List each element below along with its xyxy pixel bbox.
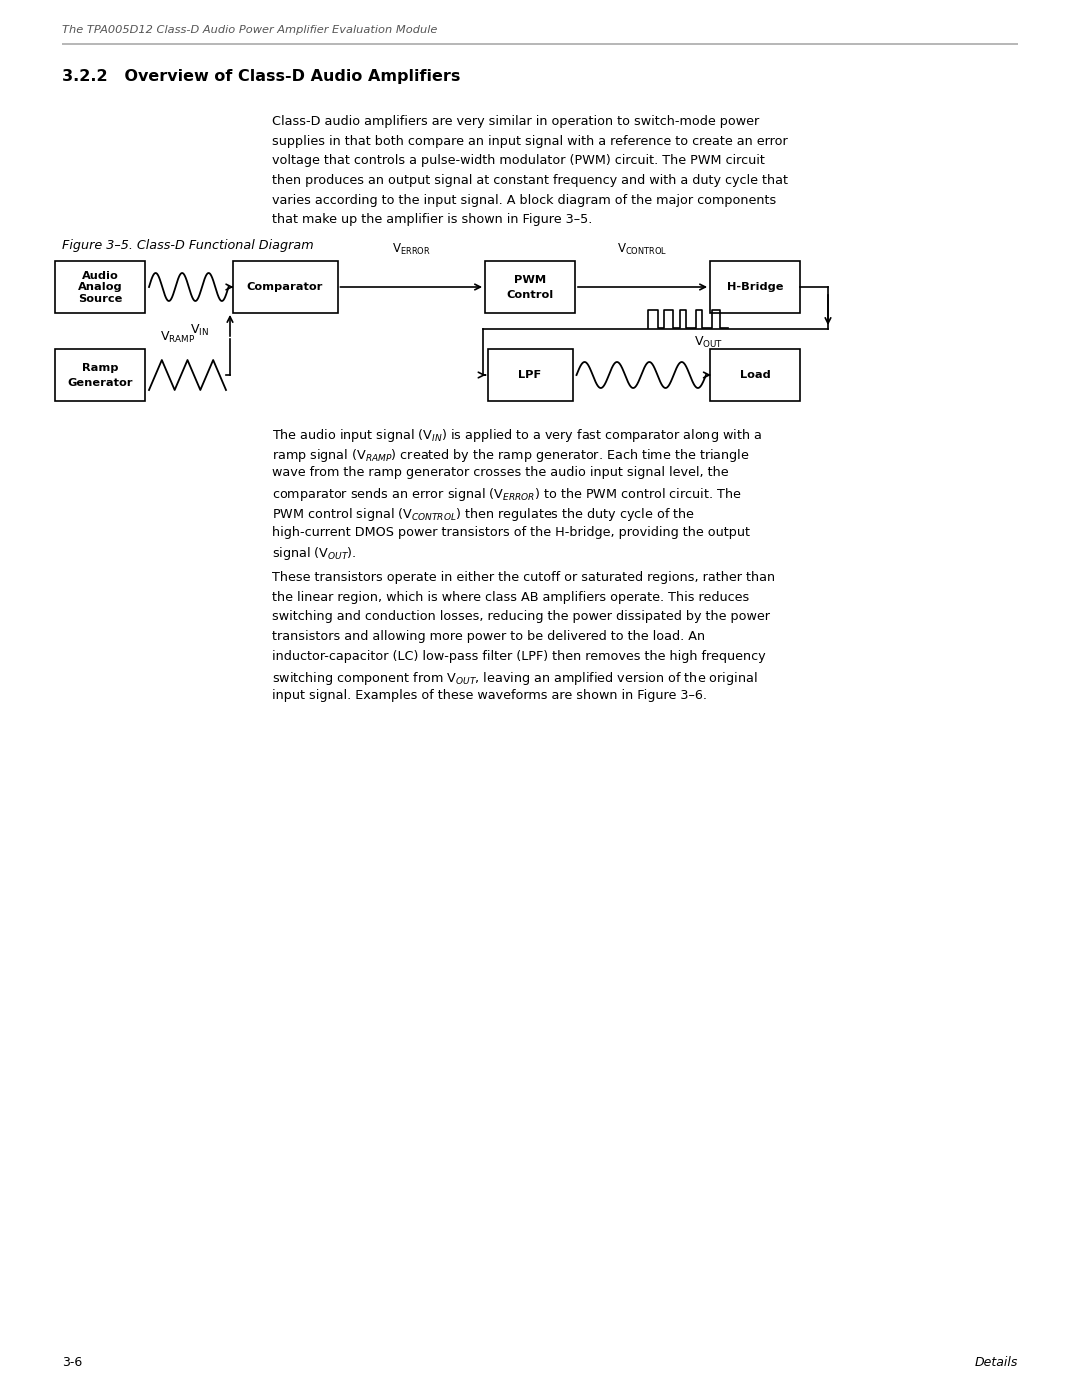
- Text: transistors and allowing more power to be delivered to the load. An: transistors and allowing more power to b…: [272, 630, 705, 643]
- Text: $\mathregular{V_{OUT}}$: $\mathregular{V_{OUT}}$: [694, 335, 724, 351]
- Text: Source: Source: [78, 293, 122, 303]
- Text: Figure 3–5. Class-D Functional Diagram: Figure 3–5. Class-D Functional Diagram: [62, 239, 313, 251]
- Text: Class-D audio amplifiers are very similar in operation to switch-mode power: Class-D audio amplifiers are very simila…: [272, 115, 759, 129]
- Text: Audio: Audio: [82, 271, 119, 281]
- Text: These transistors operate in either the cutoff or saturated regions, rather than: These transistors operate in either the …: [272, 571, 775, 584]
- Text: LPF: LPF: [518, 370, 542, 380]
- Text: $\mathregular{V_{CONTROL}}$: $\mathregular{V_{CONTROL}}$: [618, 242, 667, 257]
- Text: $\mathregular{V_{ERROR}}$: $\mathregular{V_{ERROR}}$: [392, 242, 431, 257]
- Text: Comparator: Comparator: [247, 282, 323, 292]
- Text: the linear region, which is where class AB amplifiers operate. This reduces: the linear region, which is where class …: [272, 591, 750, 604]
- Bar: [55, 261, 145, 313]
- Text: 3.2.2   Overview of Class-D Audio Amplifiers: 3.2.2 Overview of Class-D Audio Amplifie…: [62, 68, 460, 84]
- Text: comparator sends an error signal (V$_{ERROR}$) to the PWM control circuit. The: comparator sends an error signal (V$_{ER…: [272, 486, 742, 503]
- Bar: [485, 261, 575, 313]
- Bar: [232, 261, 337, 313]
- Text: The audio input signal (V$_{IN}$) is applied to a very fast comparator along wit: The audio input signal (V$_{IN}$) is app…: [272, 427, 762, 444]
- Text: that make up the amplifier is shown in Figure 3–5.: that make up the amplifier is shown in F…: [272, 214, 592, 226]
- Bar: [710, 261, 800, 313]
- Text: $\mathregular{V_{IN}}$: $\mathregular{V_{IN}}$: [190, 323, 208, 338]
- Text: PWM: PWM: [514, 274, 546, 285]
- Text: supplies in that both compare an input signal with a reference to create an erro: supplies in that both compare an input s…: [272, 134, 787, 148]
- Text: Load: Load: [740, 370, 770, 380]
- Text: Generator: Generator: [67, 377, 133, 387]
- Bar: [487, 349, 572, 401]
- Text: inductor-capacitor (LC) low-pass filter (LPF) then removes the high frequency: inductor-capacitor (LC) low-pass filter …: [272, 650, 766, 662]
- Text: Ramp: Ramp: [82, 362, 118, 373]
- Text: then produces an output signal at constant frequency and with a duty cycle that: then produces an output signal at consta…: [272, 175, 788, 187]
- Text: $\mathregular{V_{RAMP}}$: $\mathregular{V_{RAMP}}$: [160, 330, 195, 345]
- Text: wave from the ramp generator crosses the audio input signal level, the: wave from the ramp generator crosses the…: [272, 467, 729, 479]
- Bar: [710, 349, 800, 401]
- Text: H-Bridge: H-Bridge: [727, 282, 783, 292]
- Text: varies according to the input signal. A block diagram of the major components: varies according to the input signal. A …: [272, 194, 777, 207]
- Text: Analog: Analog: [78, 282, 122, 292]
- Bar: [55, 349, 145, 401]
- Text: Control: Control: [507, 289, 554, 299]
- Text: PWM control signal (V$_{CONTROL}$) then regulates the duty cycle of the: PWM control signal (V$_{CONTROL}$) then …: [272, 506, 696, 522]
- Text: Details: Details: [974, 1356, 1018, 1369]
- Text: input signal. Examples of these waveforms are shown in Figure 3–6.: input signal. Examples of these waveform…: [272, 689, 707, 703]
- Text: ramp signal (V$_{RAMP}$) created by the ramp generator. Each time the triangle: ramp signal (V$_{RAMP}$) created by the …: [272, 447, 750, 464]
- Text: 3-6: 3-6: [62, 1356, 82, 1369]
- Text: The TPA005D12 Class-D Audio Power Amplifier Evaluation Module: The TPA005D12 Class-D Audio Power Amplif…: [62, 25, 437, 35]
- Text: high-current DMOS power transistors of the H-bridge, providing the output: high-current DMOS power transistors of t…: [272, 525, 750, 538]
- Text: switching component from V$_{OUT}$, leaving an amplified version of the original: switching component from V$_{OUT}$, leav…: [272, 669, 757, 686]
- Text: voltage that controls a pulse-width modulator (PWM) circuit. The PWM circuit: voltage that controls a pulse-width modu…: [272, 155, 765, 168]
- Text: signal (V$_{OUT}$).: signal (V$_{OUT}$).: [272, 545, 356, 562]
- Text: switching and conduction losses, reducing the power dissipated by the power: switching and conduction losses, reducin…: [272, 610, 770, 623]
